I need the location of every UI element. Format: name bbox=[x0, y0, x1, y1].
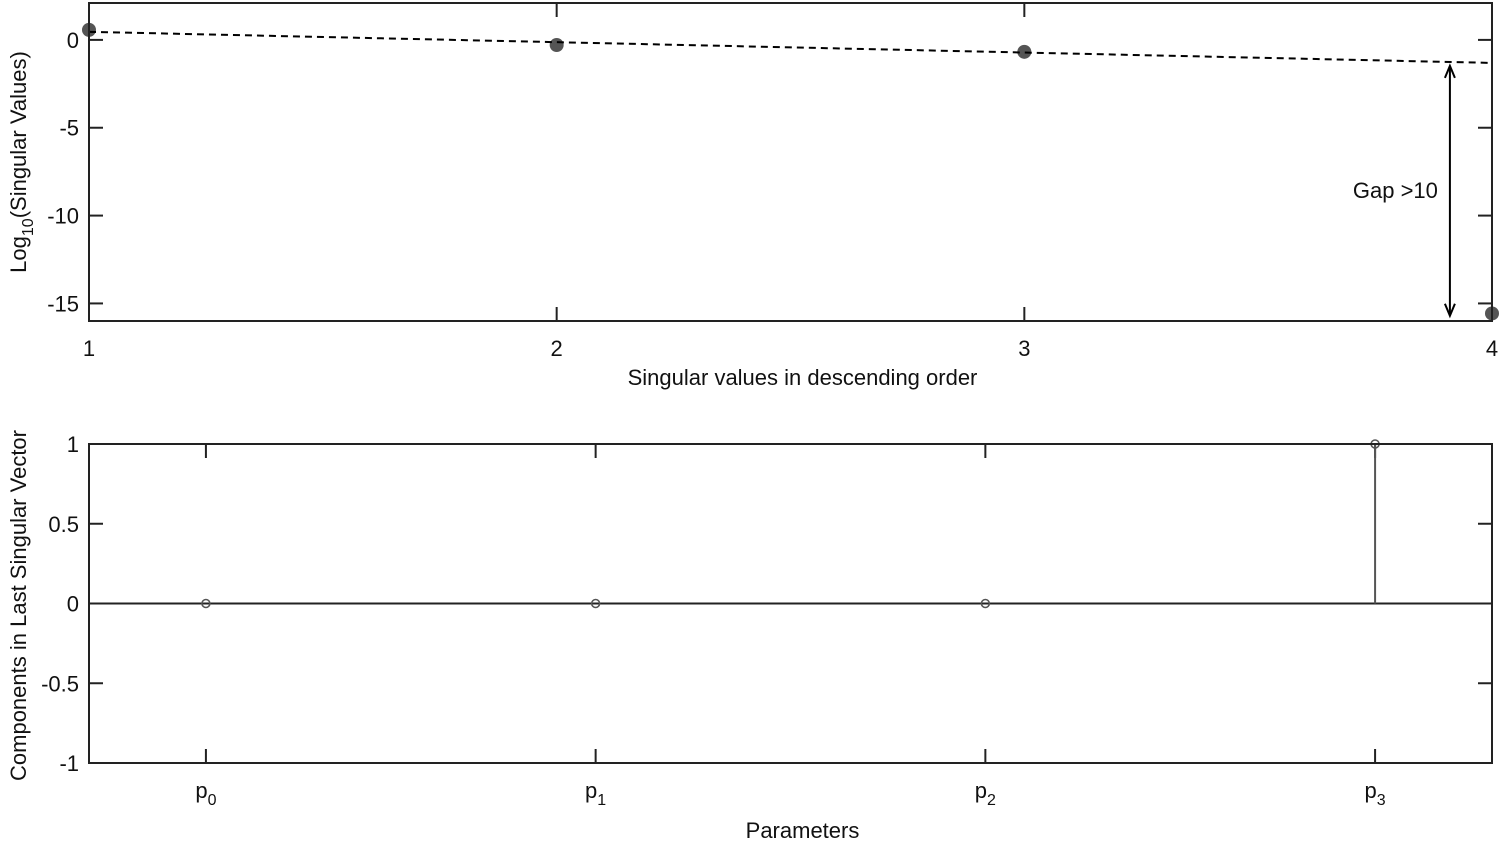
stem-marker bbox=[590, 598, 601, 609]
tick-subscript: 3 bbox=[1377, 792, 1386, 809]
tick-subscript: 1 bbox=[597, 792, 606, 809]
tick-base: p bbox=[1365, 778, 1377, 803]
tick-base: p bbox=[975, 778, 987, 803]
y-label-subscript: 10 bbox=[20, 218, 37, 236]
x-tick-label: p1 bbox=[585, 778, 606, 809]
y-tick-label: -15 bbox=[47, 291, 79, 316]
y-label-part: (Singular Values) bbox=[6, 51, 31, 218]
trend-line bbox=[88, 30, 1493, 64]
axes-box bbox=[88, 443, 1493, 764]
stem-marker bbox=[980, 598, 991, 609]
y-label-part: Components in Last Singular Vector bbox=[6, 430, 31, 781]
y-tick-label: -5 bbox=[59, 116, 79, 141]
x-tick-label: p2 bbox=[975, 778, 996, 809]
x-axis-label: Singular values in descending order bbox=[628, 365, 978, 390]
y-axis-label: Components in Last Singular Vector bbox=[6, 430, 31, 781]
tick-subscript: 2 bbox=[987, 792, 996, 809]
axes-box bbox=[88, 2, 1493, 322]
stem-marker bbox=[201, 598, 211, 609]
arrow-head bbox=[1443, 303, 1456, 319]
x-tick-label: 1 bbox=[83, 336, 95, 361]
tick-subscript: 0 bbox=[208, 792, 217, 809]
annotation-text: Gap >10 bbox=[1353, 178, 1438, 203]
y-tick-label: -0.5 bbox=[41, 671, 79, 696]
data-point bbox=[549, 37, 564, 52]
x-tick-label: 2 bbox=[551, 336, 563, 361]
tick-base: p bbox=[585, 778, 597, 803]
y-tick-label: 0 bbox=[67, 28, 79, 53]
x-tick-label: 4 bbox=[1486, 336, 1498, 361]
y-tick-label: 0.5 bbox=[48, 512, 79, 537]
y-tick-label: 0 bbox=[67, 592, 79, 617]
x-tick-label: 3 bbox=[1018, 336, 1030, 361]
y-axis-label: Log10(Singular Values) bbox=[6, 51, 37, 273]
y-tick-label: 1 bbox=[67, 432, 79, 457]
y-label-part: Log bbox=[6, 236, 31, 273]
y-tick-label: -1 bbox=[59, 751, 79, 776]
arrow-head bbox=[1443, 63, 1456, 79]
tick-base: p bbox=[195, 778, 207, 803]
data-point bbox=[1017, 44, 1032, 59]
x-tick-label: p0 bbox=[195, 778, 216, 809]
x-tick-label: p3 bbox=[1365, 778, 1386, 809]
y-tick-label: -10 bbox=[47, 204, 79, 229]
x-axis-label: Parameters bbox=[746, 818, 860, 843]
